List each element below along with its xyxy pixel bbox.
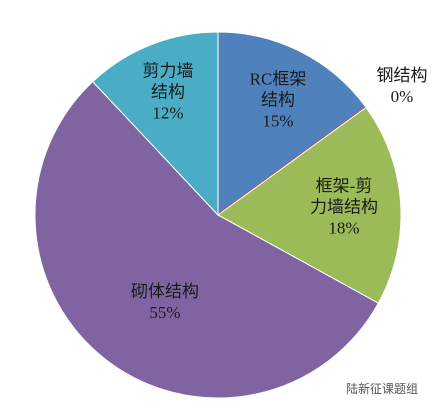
slice-label: 砌体结构 55%: [129, 281, 200, 323]
pie-slice: [34, 80, 380, 399]
slice-label: 框架-剪力墙结构 18%: [310, 176, 378, 239]
pie-slice: [217, 31, 367, 216]
value-label: 15%: [262, 111, 294, 131]
category-label: 框架-剪力墙结构: [310, 176, 378, 217]
value-label: 55%: [149, 303, 181, 322]
value-label: 12%: [152, 103, 184, 123]
slice-label: RC框架结构 15%: [249, 69, 307, 132]
value-label: 18%: [328, 218, 360, 238]
category-label: 剪力墙结构: [142, 61, 194, 102]
category-label: 钢结构: [376, 66, 428, 85]
slice-label: 钢结构 0%: [377, 65, 428, 107]
category-label: 砌体结构: [130, 282, 199, 301]
value-label: 0%: [390, 87, 414, 106]
pie-slice: [217, 106, 402, 304]
slice-label: 剪力墙结构 12%: [143, 61, 194, 124]
category-label: RC框架结构: [249, 69, 307, 110]
watermark: 陆新征课题组: [345, 382, 418, 396]
pie-slice: [92, 31, 219, 217]
